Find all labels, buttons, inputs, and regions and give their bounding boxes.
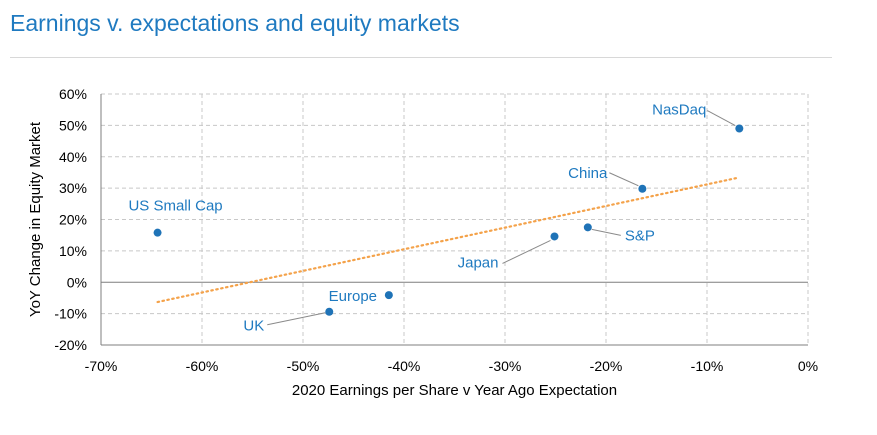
y-tick-label: 30% <box>59 180 87 196</box>
x-tick-label: 0% <box>798 358 818 374</box>
data-label: NasDaq <box>652 102 706 119</box>
data-point <box>550 232 559 241</box>
x-tick-label: -40% <box>388 358 421 374</box>
title-divider <box>10 57 832 58</box>
y-tick-label: 10% <box>59 243 87 259</box>
y-tick-label: 50% <box>59 117 87 133</box>
trendline-group <box>156 176 741 304</box>
data-label: US Small Cap <box>128 198 222 215</box>
data-points: NasDaq China S&P Japan US Small Cap Europe UK <box>128 102 744 335</box>
tick-labels: -70% -60% -50% -40% -30% -20% -10% 0% 60% 50% 40% 3… <box>54 86 818 374</box>
leader-line <box>591 228 621 236</box>
data-point <box>735 124 744 133</box>
leader-line <box>502 239 551 264</box>
page-title: Earnings v. expectations and equity mark… <box>10 10 460 36</box>
x-tick-label: -70% <box>85 358 118 374</box>
y-tick-label: 20% <box>59 212 87 228</box>
data-label: Japan <box>458 254 499 271</box>
y-tick-label: 60% <box>59 86 87 102</box>
x-tick-label: -30% <box>489 358 522 374</box>
axes <box>100 94 808 346</box>
y-axis-label: YoY Change in Equity Market <box>27 121 44 317</box>
leader-line <box>267 312 326 326</box>
trendline <box>156 176 741 304</box>
x-tick-label: -10% <box>691 358 724 374</box>
grid-lines <box>101 93 809 345</box>
y-tick-label: 0% <box>67 274 87 290</box>
data-label: S&P <box>625 227 655 244</box>
data-label: UK <box>243 318 264 335</box>
y-tick-label: -20% <box>54 337 87 353</box>
leader-line <box>609 172 639 187</box>
data-label: Europe <box>329 288 377 305</box>
x-tick-label: -20% <box>590 358 623 374</box>
data-point <box>325 307 334 316</box>
data-point <box>583 223 592 232</box>
data-label: China <box>568 165 608 182</box>
data-point <box>384 291 393 300</box>
x-axis-label: 2020 Earnings per Share v Year Ago Expec… <box>292 382 617 399</box>
y-tick-label: 40% <box>59 149 87 165</box>
data-point <box>638 184 647 193</box>
x-tick-label: -50% <box>287 358 320 374</box>
data-point <box>153 228 162 237</box>
leader-line <box>707 110 736 126</box>
y-tick-label: -10% <box>54 306 87 322</box>
x-tick-label: -60% <box>186 358 219 374</box>
